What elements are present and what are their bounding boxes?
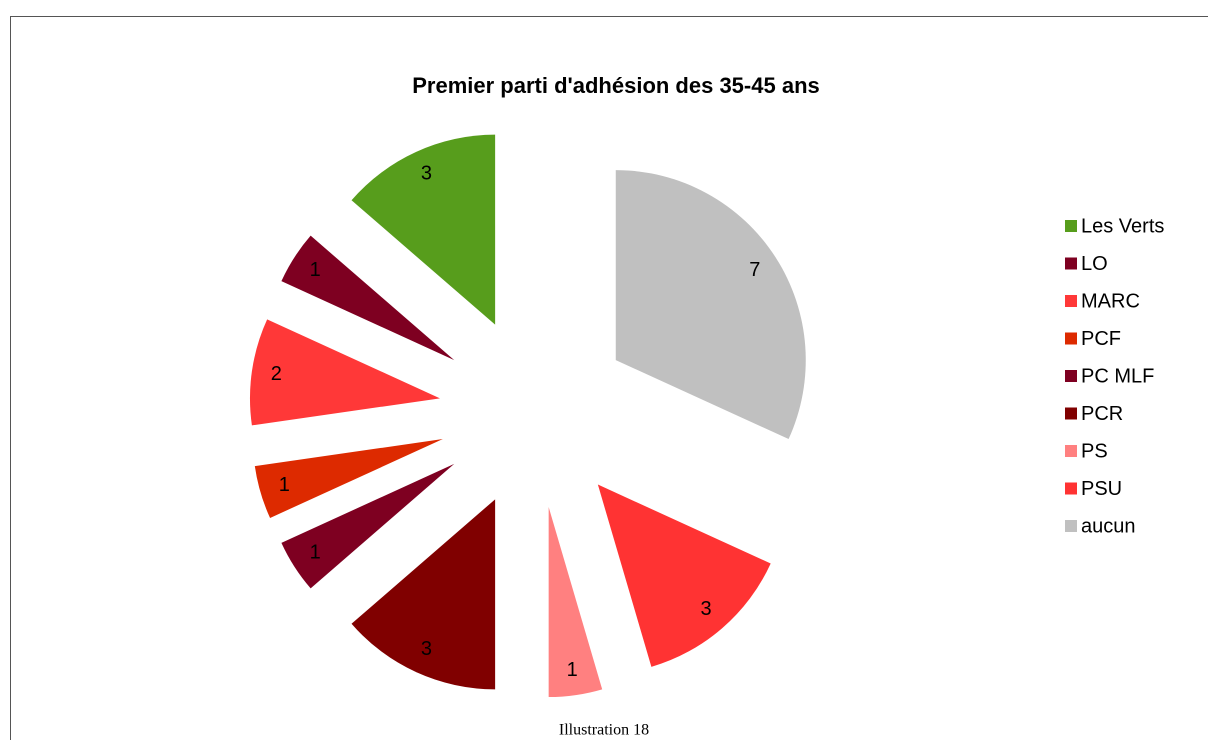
chart-border xyxy=(10,16,1208,740)
legend-swatch xyxy=(1065,295,1077,307)
legend-swatch xyxy=(1065,482,1077,495)
pie-slice xyxy=(548,507,603,698)
legend-label: MARC xyxy=(1081,290,1140,312)
pie-slice xyxy=(254,439,443,518)
legend-swatch xyxy=(1065,520,1077,532)
legend-swatch xyxy=(1065,332,1077,345)
pie-slice xyxy=(351,134,496,325)
data-label: 1 xyxy=(279,474,290,496)
pie-slice xyxy=(351,499,496,690)
legend-label: PC MLF xyxy=(1081,365,1154,387)
legend-label: PCR xyxy=(1081,403,1123,425)
pie-slice xyxy=(249,319,440,426)
data-label: 2 xyxy=(271,363,282,385)
legend-label: PS xyxy=(1081,440,1108,462)
legend-label: PCF xyxy=(1081,328,1121,350)
pie-slice xyxy=(281,463,455,589)
data-label: 1 xyxy=(567,659,578,681)
legend-label: PSU xyxy=(1081,478,1122,500)
data-label: 1 xyxy=(310,542,321,564)
legend-swatch xyxy=(1065,445,1077,457)
data-label: 7 xyxy=(749,259,760,281)
caption: Illustration 18 xyxy=(559,722,649,739)
data-label: 3 xyxy=(421,638,432,660)
pie-slice xyxy=(281,235,455,361)
legend-swatch xyxy=(1065,407,1077,420)
legend-swatch xyxy=(1065,370,1077,382)
data-label: 3 xyxy=(421,163,432,185)
pie-slice xyxy=(597,484,771,667)
data-label: 1 xyxy=(310,259,321,281)
legend-label: Les Verts xyxy=(1081,215,1164,237)
legend-label: aucun xyxy=(1081,515,1136,537)
legend-swatch xyxy=(1065,257,1077,270)
legend-label: LO xyxy=(1081,253,1108,275)
legend-swatch xyxy=(1065,220,1077,232)
pie-slice xyxy=(615,170,806,440)
data-label: 3 xyxy=(701,598,712,620)
chart-title: Premier parti d'adhésion des 35-45 ans xyxy=(412,73,820,98)
